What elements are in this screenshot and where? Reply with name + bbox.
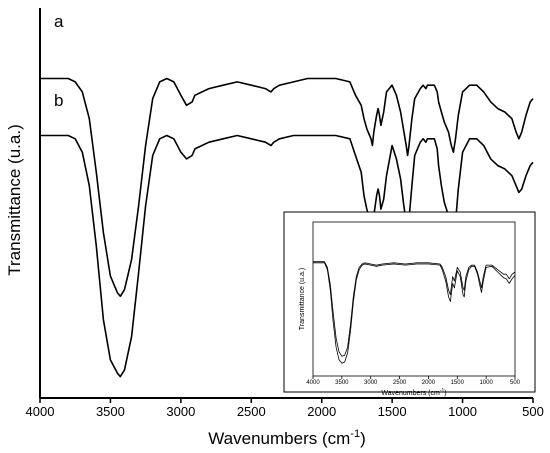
main-tick-label-1000: 1000 (448, 404, 477, 419)
inset-tick-label-2000: 2000 (422, 380, 436, 386)
main-tick-label-3000: 3000 (166, 404, 195, 419)
main-x-axis-label: Wavenumbers (cm-1) (208, 428, 365, 448)
inset-tick-label-4000: 4000 (306, 380, 320, 386)
main-x-axis-label-text: Wavenumbers (cm (208, 429, 350, 448)
main-tick-label-500: 500 (522, 404, 544, 419)
inset-x-axis-label-text: Wavenumbers (cm (381, 390, 440, 397)
inset-plot-area (312, 221, 516, 377)
main-x-ticks (39, 398, 534, 403)
inset-tick-label-3000: 3000 (364, 380, 378, 386)
inset-tick-label-3500: 3500 (335, 380, 349, 386)
inset-tick-label-500: 500 (510, 380, 521, 386)
curve-label-b: b (54, 91, 63, 110)
curve-label-a: a (54, 12, 64, 31)
inset-series-1 (313, 261, 516, 357)
main-tick-label-1500: 1500 (378, 404, 407, 419)
main-series-a (40, 77, 534, 298)
inset-tick-label-1500: 1500 (451, 380, 465, 386)
inset-tick-label-2500: 2500 (393, 380, 407, 386)
inset-x-ticks (312, 376, 516, 379)
main-tick-label-4000: 4000 (26, 404, 55, 419)
inset-y-axis-label: Transmittance (u.a.) (299, 268, 306, 330)
main-tick-label-2500: 2500 (237, 404, 266, 419)
inset-series-group (313, 261, 516, 364)
inset-x-axis-label: Wavenumbers (cm-1) (381, 388, 446, 397)
main-x-tick-labels: 4000 3500 3000 2500 2000 1500 1000 500 (26, 404, 544, 419)
inset-x-tick-labels: 4000 3500 3000 2500 2000 1500 1000 500 (306, 380, 520, 386)
main-tick-label-3500: 3500 (96, 404, 125, 419)
inset-chart: Transmittance (u.a.) 4000 3500 3000 2500 200… (283, 211, 536, 397)
inset-x-axis-label-close: ) (444, 390, 446, 397)
inset-x-axis-label-sup: -1 (440, 388, 445, 394)
inset-series-2 (313, 262, 516, 364)
main-y-axis-label: Transmittance (u.a.) (5, 124, 24, 275)
main-x-axis-label-close: ) (360, 429, 366, 448)
main-x-axis-label-sup: -1 (350, 428, 360, 440)
inset-frame (283, 211, 536, 393)
inset-tick-label-1000: 1000 (479, 380, 493, 386)
main-tick-label-2000: 2000 (307, 404, 336, 419)
